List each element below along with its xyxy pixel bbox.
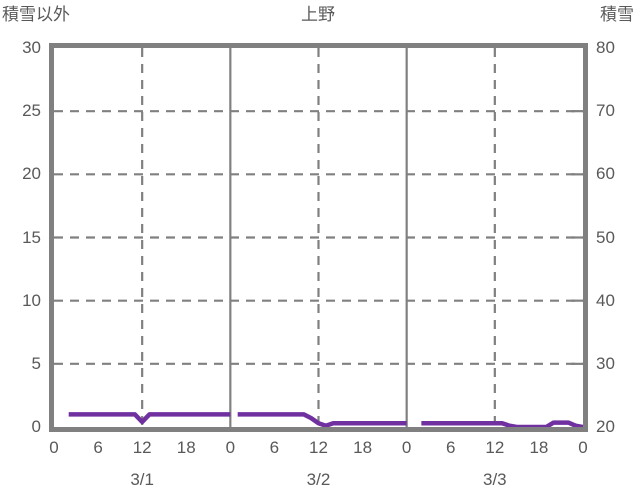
x-axis-tick-label: 0 — [578, 438, 588, 457]
y-axis-left-tick-label: 15 — [22, 227, 41, 247]
y-axis-left-tick-label: 10 — [22, 290, 41, 310]
series-line-snow-other — [54, 48, 583, 427]
x-axis-tick-label: 18 — [529, 438, 549, 457]
y-axis-left-tick-label: 0 — [31, 417, 41, 436]
y-axis-right-tick-label: 40 — [596, 290, 615, 310]
x-axis-day-label: 3/2 — [306, 470, 331, 489]
right-axis-title: 積雪 — [600, 5, 634, 24]
plot-inner — [54, 48, 583, 427]
x-axis-tick-label: 6 — [269, 438, 280, 457]
x-axis-tick-label: 6 — [446, 438, 456, 457]
x-axis-tick-label: 12 — [485, 438, 505, 457]
y-axis-left-tick-label: 25 — [22, 101, 41, 121]
x-axis-tick-label: 18 — [176, 438, 196, 457]
y-axis-right-tick-label: 70 — [596, 101, 615, 121]
y-axis-right-tick-label: 50 — [596, 227, 615, 247]
x-axis-tick-label: 18 — [353, 438, 373, 457]
x-axis-tick-label: 0 — [225, 438, 236, 457]
x-axis-tick-label: 6 — [93, 438, 103, 457]
left-axis-title: 積雪以外 — [2, 5, 70, 24]
x-axis-tick-label: 0 — [49, 438, 59, 457]
y-axis-right-tick-label: 30 — [596, 353, 615, 373]
y-axis-right-tick-label: 80 — [596, 38, 615, 57]
y-axis-right-tick-label: 20 — [596, 417, 615, 436]
x-axis-tick-label: 12 — [132, 438, 152, 457]
chart-title: 上野 — [301, 5, 335, 24]
x-axis-tick-label: 0 — [401, 438, 412, 457]
plot-area — [49, 43, 588, 432]
y-axis-left-tick-label: 30 — [22, 38, 41, 57]
x-axis-day-label: 3/1 — [130, 470, 154, 489]
y-axis-left-tick-label: 5 — [31, 353, 41, 373]
y-axis-right-tick-label: 60 — [596, 164, 615, 184]
gridlines — [54, 48, 583, 427]
y-axis-left-tick-label: 20 — [22, 164, 41, 184]
x-axis-day-label: 3/3 — [483, 470, 507, 489]
x-axis-tick-label: 12 — [309, 438, 328, 457]
